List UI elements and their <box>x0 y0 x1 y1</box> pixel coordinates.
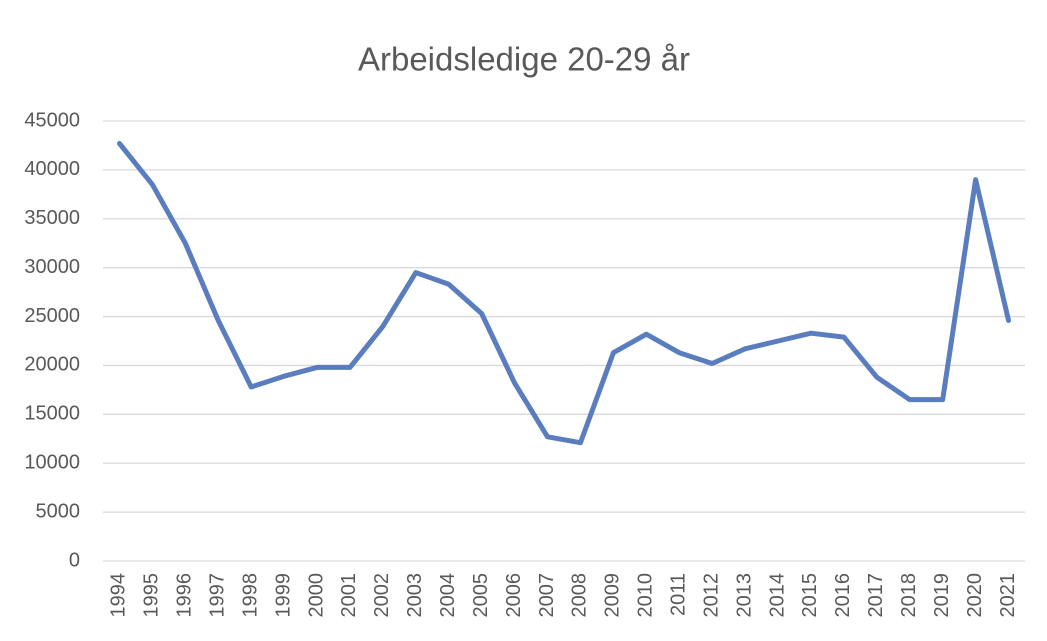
chart-title: Arbeidsledige 20-29 år <box>358 41 690 78</box>
y-tick-label: 0 <box>69 549 80 571</box>
x-tick-label: 2006 <box>503 573 525 618</box>
x-tick-label: 2004 <box>437 573 459 618</box>
x-tick-label: 2018 <box>898 573 920 618</box>
y-tick-label: 25000 <box>24 305 80 327</box>
x-tick-label: 2010 <box>635 573 657 618</box>
x-tick-label: 2005 <box>470 573 492 618</box>
x-tick-label: 2016 <box>832 573 854 618</box>
x-tick-label: 1994 <box>108 573 130 618</box>
x-tick-label: 2001 <box>338 573 360 618</box>
x-tick-label: 1997 <box>207 573 229 618</box>
y-tick-label: 20000 <box>24 354 80 376</box>
y-tick-label: 15000 <box>24 403 80 425</box>
x-tick-label: 2000 <box>305 573 327 618</box>
x-tick-label: 2008 <box>569 573 591 618</box>
y-tick-label: 40000 <box>24 158 80 180</box>
x-tick-label: 2015 <box>799 573 821 618</box>
x-tick-label: 2012 <box>700 573 722 618</box>
x-tick-label: 1996 <box>174 573 196 618</box>
x-tick-label: 2014 <box>766 573 788 618</box>
x-tick-label: 2002 <box>371 573 393 618</box>
x-tick-label: 2009 <box>602 573 624 618</box>
y-tick-label: 45000 <box>24 109 80 131</box>
x-tick-label: 2003 <box>404 573 426 618</box>
x-tick-label: 2017 <box>865 573 887 618</box>
y-tick-label: 30000 <box>24 256 80 278</box>
data-line <box>116 140 1012 446</box>
x-tick-label: 2020 <box>964 573 986 618</box>
x-tick-label: 2007 <box>536 573 558 618</box>
y-tick-label: 5000 <box>36 500 81 522</box>
x-tick-label: 1999 <box>272 573 294 618</box>
x-tick-label: 2013 <box>733 573 755 618</box>
x-tick-label: 2021 <box>997 573 1019 618</box>
y-tick-label: 35000 <box>24 207 80 229</box>
x-tick-label: 1998 <box>239 573 261 618</box>
y-tick-label: 10000 <box>24 452 80 474</box>
x-tick-label: 1995 <box>141 573 163 618</box>
x-tick-label: 2019 <box>931 573 953 618</box>
x-tick-label: 2011 <box>668 573 690 616</box>
